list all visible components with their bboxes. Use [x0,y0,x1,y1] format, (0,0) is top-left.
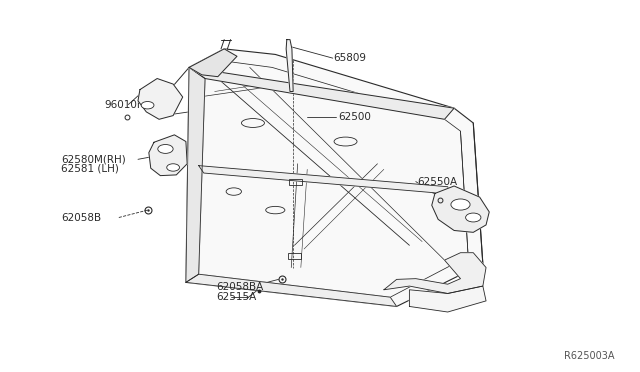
Polygon shape [186,49,483,307]
Polygon shape [286,39,293,92]
Text: 65809: 65809 [333,53,367,63]
Circle shape [158,144,173,153]
Polygon shape [138,78,182,119]
Text: 62581 (LH): 62581 (LH) [61,163,119,173]
Circle shape [141,102,154,109]
Circle shape [466,213,481,222]
Text: 96010F: 96010F [105,100,143,110]
Polygon shape [432,186,489,232]
Circle shape [167,164,179,171]
Circle shape [451,199,470,210]
Polygon shape [384,253,486,294]
Polygon shape [186,67,205,282]
Text: 62580M(RH): 62580M(RH) [61,154,126,164]
Polygon shape [149,135,187,176]
Text: 62058BA: 62058BA [216,282,264,292]
Polygon shape [198,166,451,194]
Text: 62500: 62500 [338,112,371,122]
Text: 62515A: 62515A [216,292,257,302]
Polygon shape [189,67,454,119]
Text: 62058B: 62058B [61,212,102,222]
Text: R625003A: R625003A [564,351,614,361]
Text: 62550A: 62550A [417,177,457,186]
Polygon shape [189,49,237,77]
Polygon shape [410,286,486,312]
Polygon shape [186,274,397,307]
